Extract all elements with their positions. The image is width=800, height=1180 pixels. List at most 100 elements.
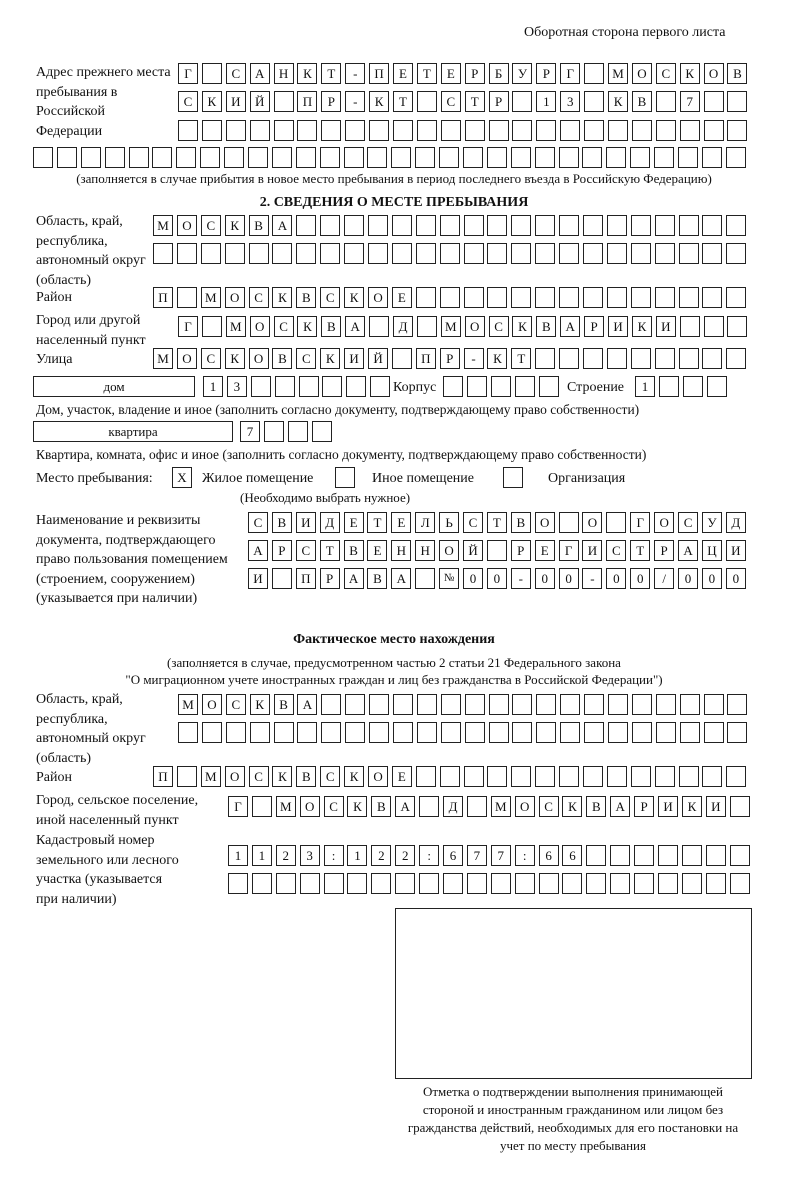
char-cell[interactable] (488, 722, 509, 743)
char-cell[interactable] (369, 694, 390, 715)
char-cell[interactable]: Г (560, 63, 581, 84)
char-cell[interactable]: В (321, 316, 342, 337)
char-cell[interactable]: 2 (275, 845, 296, 866)
char-cell[interactable] (535, 243, 556, 264)
char-cell[interactable] (559, 348, 580, 369)
char-cell[interactable]: К (512, 316, 533, 337)
char-cell[interactable]: Н (273, 63, 294, 84)
char-cell[interactable] (391, 348, 412, 369)
char-cell[interactable] (654, 147, 675, 168)
char-cell[interactable] (678, 287, 699, 308)
char-cell[interactable]: Д (443, 796, 464, 817)
char-cell[interactable]: С (538, 796, 559, 817)
char-cell[interactable]: 2 (395, 845, 416, 866)
char-cell[interactable]: С (678, 512, 699, 533)
char-cell[interactable]: К (681, 796, 702, 817)
char-cell[interactable]: О (368, 766, 389, 787)
char-cell[interactable]: А (272, 215, 293, 236)
char-cell[interactable]: 1 (203, 376, 223, 397)
char-cell[interactable]: А (678, 540, 699, 561)
char-cell[interactable] (729, 873, 750, 894)
char-cell[interactable] (345, 722, 366, 743)
char-cell[interactable] (682, 376, 703, 397)
char-cell[interactable]: О (654, 512, 675, 533)
char-cell[interactable] (583, 766, 604, 787)
char-cell[interactable]: М (153, 215, 173, 236)
char-cell[interactable]: 1 (228, 845, 248, 866)
char-cell[interactable]: С (655, 63, 676, 84)
char-cell[interactable] (727, 120, 748, 141)
char-cell[interactable] (726, 766, 747, 787)
char-cell[interactable]: Т (367, 512, 388, 533)
char-cell[interactable] (323, 873, 344, 894)
char-cell[interactable]: К (201, 91, 222, 112)
char-cell[interactable] (703, 91, 724, 112)
char-cell[interactable] (176, 766, 197, 787)
char-cell[interactable]: К (487, 348, 508, 369)
char-cell[interactable] (584, 120, 605, 141)
char-cell[interactable] (606, 512, 627, 533)
char-cell[interactable] (80, 147, 101, 168)
char-cell[interactable]: О (224, 287, 245, 308)
char-cell[interactable] (490, 376, 511, 397)
char-cell[interactable] (224, 243, 245, 264)
char-cell[interactable]: - (345, 91, 366, 112)
char-cell[interactable]: В (586, 796, 607, 817)
char-cell[interactable] (321, 694, 342, 715)
char-cell[interactable]: Г (228, 796, 248, 817)
char-cell[interactable]: Р (439, 348, 460, 369)
char-cell[interactable]: О (248, 348, 269, 369)
char-cell[interactable] (729, 845, 750, 866)
region-row-2[interactable] (153, 243, 750, 264)
char-cell[interactable]: П (369, 63, 390, 84)
organization-checkbox[interactable] (503, 467, 523, 488)
char-cell[interactable] (343, 147, 364, 168)
char-cell[interactable]: М (608, 63, 629, 84)
char-cell[interactable]: Р (321, 91, 342, 112)
char-cell[interactable] (346, 376, 367, 397)
char-cell[interactable] (582, 147, 603, 168)
char-cell[interactable] (538, 873, 559, 894)
char-cell[interactable]: К (320, 348, 341, 369)
char-cell[interactable] (511, 215, 532, 236)
char-cell[interactable]: Е (391, 766, 412, 787)
char-cell[interactable] (248, 243, 269, 264)
building-field[interactable]: 1 (635, 376, 731, 397)
char-cell[interactable] (393, 722, 414, 743)
char-cell[interactable]: С (296, 348, 317, 369)
char-cell[interactable] (558, 147, 579, 168)
char-cell[interactable]: Р (464, 63, 485, 84)
char-cell[interactable]: Ь (439, 512, 460, 533)
char-cell[interactable]: - (510, 568, 531, 589)
char-cell[interactable] (559, 243, 580, 264)
char-cell[interactable]: Д (319, 512, 340, 533)
char-cell[interactable]: Т (321, 63, 342, 84)
char-cell[interactable]: Н (391, 540, 412, 561)
char-cell[interactable] (702, 766, 723, 787)
char-cell[interactable]: Е (391, 512, 412, 533)
char-cell[interactable]: Й (368, 348, 389, 369)
char-cell[interactable] (176, 287, 197, 308)
char-cell[interactable]: И (705, 796, 726, 817)
char-cell[interactable] (466, 376, 487, 397)
char-cell[interactable]: П (153, 766, 173, 787)
char-cell[interactable] (702, 348, 723, 369)
char-cell[interactable]: О (582, 512, 603, 533)
char-cell[interactable] (487, 766, 508, 787)
char-cell[interactable] (56, 147, 77, 168)
char-cell[interactable]: Е (440, 63, 461, 84)
char-cell[interactable] (367, 147, 388, 168)
other-premises-checkbox[interactable] (335, 467, 355, 488)
char-cell[interactable] (511, 243, 532, 264)
char-cell[interactable]: О (534, 512, 555, 533)
char-cell[interactable]: А (343, 568, 364, 589)
char-cell[interactable]: 1 (251, 845, 272, 866)
char-cell[interactable] (440, 120, 461, 141)
apartment-number-field[interactable]: 7 (240, 421, 336, 442)
char-cell[interactable]: - (345, 63, 366, 84)
